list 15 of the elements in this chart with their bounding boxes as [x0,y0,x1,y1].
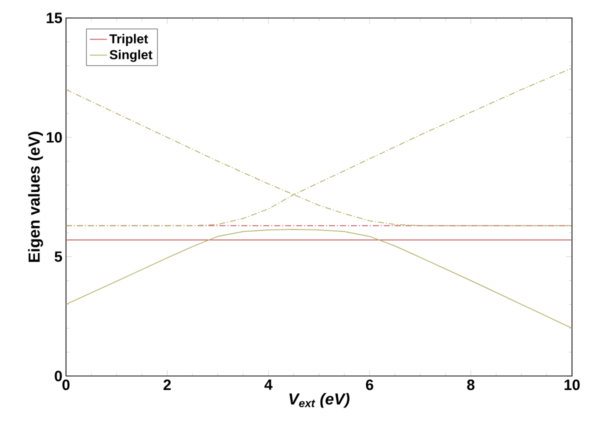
x-tick-label: 0 [62,380,70,390]
y-tick-label: 5 [54,251,62,262]
line-series [66,229,572,329]
x-axis-title: V$_{ext}$ (eV) [289,392,350,408]
x-tick-label: 10 [564,380,580,390]
x-tick-label: 6 [366,380,374,390]
y-tick-label: 0 [54,370,62,382]
legend-label: Triplet [109,34,148,46]
y-tick-label: 15 [46,12,62,24]
y-tick-label: 10 [46,132,62,143]
x-tick-label: 2 [164,380,171,390]
legend-label: Singlet [110,50,152,62]
x-tick-label: 4 [264,380,272,390]
x-tick-label: 8 [467,380,474,390]
y-axis-title: Eigen values (eV) [28,132,44,262]
